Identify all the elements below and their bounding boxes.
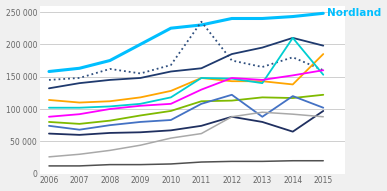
Text: Nordland: Nordland: [327, 8, 381, 18]
